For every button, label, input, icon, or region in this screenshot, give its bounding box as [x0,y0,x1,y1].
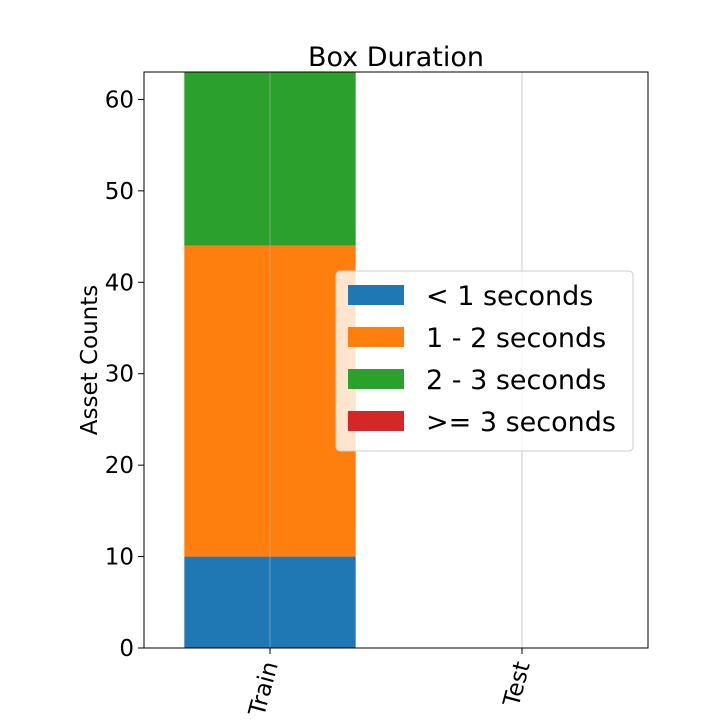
plot-frame [143,71,649,649]
legend-swatch-1 [348,327,404,347]
y-tick-label-40: 40 [105,270,134,296]
y-tick-label-20: 20 [105,453,134,479]
legend-box [335,270,634,452]
legend-swatch-0 [348,285,404,305]
legend-label-1: 1 - 2 seconds [426,323,606,354]
legend: < 1 seconds 1 - 2 seconds 2 - 3 seconds >= … [335,270,634,452]
y-axis-label: Asset Counts [77,285,103,435]
y-tick-label-50: 50 [105,179,134,205]
chart-title: Box Duration [308,42,484,73]
legend-label-0: < 1 seconds [426,281,593,312]
legend-swatch-3 [348,411,404,431]
y-axis-ticks: 0 10 20 30 40 50 60 [105,87,144,662]
y-tick-label-60: 60 [105,87,134,113]
y-tick-label-30: 30 [105,362,134,388]
legend-label-2: 2 - 3 seconds [426,365,606,396]
legend-label-3: >= 3 seconds [426,407,616,438]
y-tick-label-10: 10 [105,545,134,571]
y-tick-label-0: 0 [119,636,134,662]
legend-swatch-2 [348,369,404,389]
